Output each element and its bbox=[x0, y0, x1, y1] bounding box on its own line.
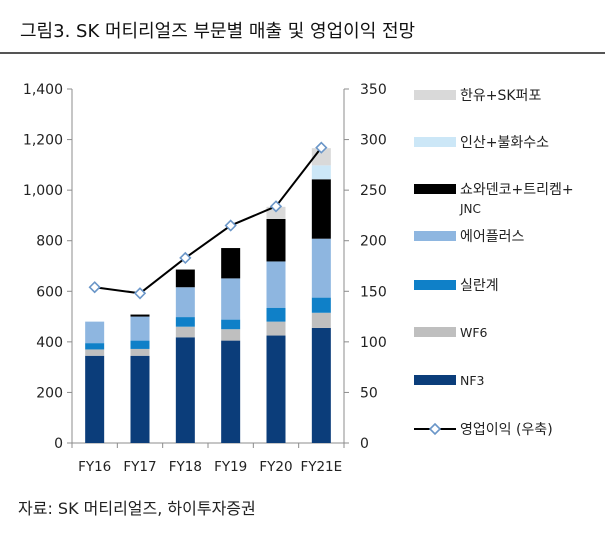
bar-segment bbox=[175, 317, 195, 327]
legend-swatch bbox=[414, 231, 456, 241]
legend-label: 인산+불화수소 bbox=[460, 135, 549, 151]
bar-segment bbox=[130, 340, 150, 349]
operating-profit-line bbox=[94, 147, 323, 295]
bar-segment bbox=[311, 238, 331, 298]
bar-segment bbox=[221, 248, 241, 279]
bar-segment bbox=[266, 218, 286, 262]
right-tick-label: 350 bbox=[360, 82, 387, 98]
right-tick-label: 50 bbox=[360, 385, 378, 401]
bar-segment bbox=[266, 335, 286, 443]
right-tick-label: 0 bbox=[360, 436, 369, 452]
legend-swatch bbox=[414, 280, 456, 290]
legend-swatch bbox=[414, 90, 456, 100]
operating-profit-line-group bbox=[88, 141, 328, 300]
bar-segment bbox=[175, 337, 195, 443]
line-point bbox=[315, 141, 328, 154]
left-tick-label: 600 bbox=[36, 284, 63, 300]
legend-swatch bbox=[414, 327, 456, 337]
left-tick-label: 1,400 bbox=[23, 82, 63, 98]
left-tick-label: 200 bbox=[36, 385, 63, 401]
legend-label: 에어플러스 bbox=[460, 229, 525, 245]
bar-segment bbox=[266, 206, 286, 219]
bar-segment bbox=[175, 326, 195, 338]
stacked-bar-line-chart: 0 200 400 600 800 1,000 1,200 1,400 0 50 100 150 200… bbox=[23, 82, 574, 475]
left-tick-label: 1,000 bbox=[23, 183, 63, 199]
figure-title: 그림3. SK 머티리얼즈 부문별 매출 및 영업이익 전망 bbox=[0, 0, 605, 54]
line-point bbox=[269, 200, 283, 213]
bar-segment bbox=[85, 321, 105, 344]
bar-segment bbox=[311, 327, 331, 443]
bar-segment bbox=[85, 355, 105, 443]
legend-swatch bbox=[414, 184, 456, 194]
right-tick-label: 100 bbox=[360, 335, 387, 351]
x-tick-label: FY17 bbox=[123, 459, 156, 475]
legend-label: WF6 bbox=[460, 325, 488, 340]
left-tick-label: 1,200 bbox=[23, 133, 63, 149]
left-tick-label: 800 bbox=[36, 234, 63, 250]
line-point bbox=[179, 251, 192, 265]
bar-segment bbox=[130, 314, 150, 317]
x-tick-label: FY18 bbox=[169, 459, 202, 475]
x-tick-label: FY19 bbox=[214, 459, 247, 475]
legend-label: 쇼와덴코+트리켐+ bbox=[460, 182, 574, 198]
bar-segment bbox=[221, 340, 241, 443]
legend-swatch bbox=[414, 375, 456, 385]
bar-segment bbox=[221, 278, 241, 320]
bar-segment bbox=[85, 343, 105, 350]
bar-segment bbox=[130, 355, 150, 443]
legend-label: 한유+SK퍼포 bbox=[460, 88, 541, 104]
bar-segment bbox=[266, 321, 286, 336]
right-tick-label: 250 bbox=[360, 183, 387, 199]
right-tick-label: 150 bbox=[360, 284, 387, 300]
bar-segment bbox=[311, 165, 331, 180]
right-tick-label: 200 bbox=[360, 234, 387, 250]
right-tick-label: 300 bbox=[360, 133, 387, 149]
bar-segment bbox=[311, 312, 331, 328]
line-point bbox=[88, 281, 101, 294]
line-point bbox=[133, 287, 147, 300]
bar-segment bbox=[175, 269, 195, 288]
bar-segment bbox=[85, 349, 105, 356]
bar-segment bbox=[266, 261, 286, 308]
bar-segment bbox=[266, 307, 286, 322]
legend-label: NF3 bbox=[460, 373, 485, 388]
line-point bbox=[224, 219, 237, 232]
bar-segment bbox=[221, 319, 241, 330]
chart-axes: 0 200 400 600 800 1,000 1,200 1,400 0 50 100 150 200… bbox=[23, 82, 387, 475]
left-tick-label: 400 bbox=[36, 335, 63, 351]
legend-label: 실란계 bbox=[460, 278, 499, 294]
left-tick-label: 0 bbox=[54, 436, 63, 452]
bar-series-group bbox=[85, 148, 331, 443]
legend-label: JNC bbox=[459, 202, 481, 216]
bar-segment bbox=[130, 316, 150, 341]
legend-label: 영업이익 (우축) bbox=[460, 422, 553, 438]
x-tick-label: FY20 bbox=[259, 459, 292, 475]
source-note: 자료: SK 머티리얼즈, 하이투자증권 bbox=[18, 499, 256, 518]
legend-line-marker bbox=[428, 422, 442, 436]
bar-segment bbox=[130, 348, 150, 356]
bar-segment bbox=[221, 329, 241, 341]
bar-segment bbox=[311, 179, 331, 239]
bar-segment bbox=[175, 287, 195, 318]
x-tick-label: FY21E bbox=[300, 459, 342, 475]
bar-segment bbox=[311, 297, 331, 313]
legend-swatch bbox=[414, 137, 456, 147]
x-tick-label: FY16 bbox=[78, 459, 111, 475]
